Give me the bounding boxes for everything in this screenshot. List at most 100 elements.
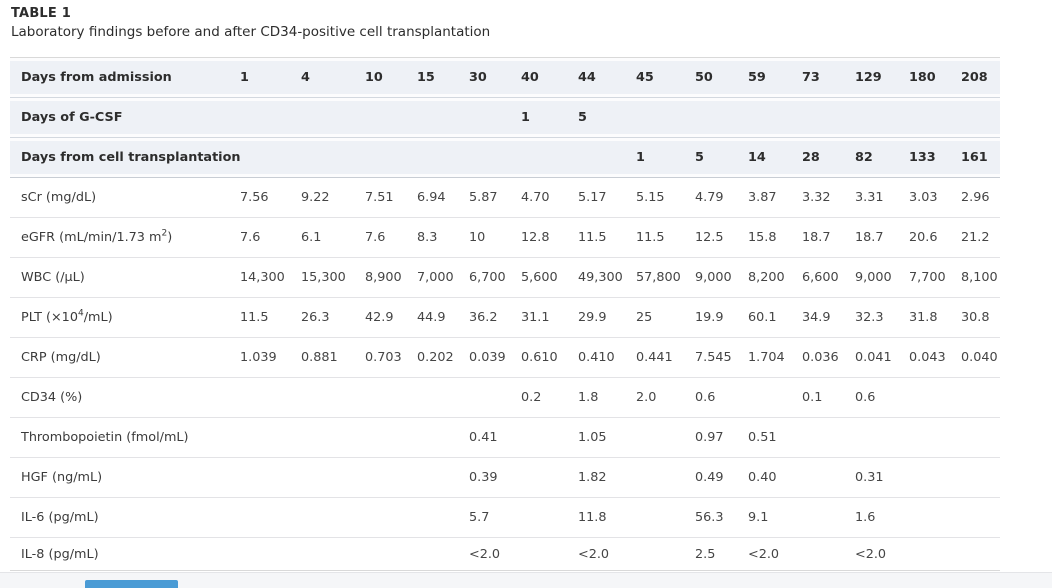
cell: [961, 537, 1000, 571]
row-label: CRP (mg/dL): [10, 337, 240, 378]
cell: [909, 377, 961, 418]
cell: 3.03: [909, 177, 961, 218]
cell: 42.9: [365, 297, 417, 338]
cell: 6.1: [301, 217, 365, 258]
cell: [748, 377, 802, 418]
cell: 56.3: [695, 497, 748, 538]
cell: 5,600: [521, 257, 578, 298]
cell: [909, 97, 961, 138]
cell: [961, 497, 1000, 538]
cell: 28: [802, 137, 855, 178]
cell: 0.703: [365, 337, 417, 378]
cell: 7.51: [365, 177, 417, 218]
cell: [909, 417, 961, 458]
cell: 1: [240, 57, 301, 98]
table-row: CRP (mg/dL) 1.039 0.881 0.703 0.202 0.039 0.61…: [10, 337, 1000, 378]
cell: 0.043: [909, 337, 961, 378]
cell: <2.0: [748, 537, 802, 571]
cell: [802, 537, 855, 571]
cell: 15.8: [748, 217, 802, 258]
cell: 5.17: [578, 177, 636, 218]
cell: 4: [301, 57, 365, 98]
cell: [417, 97, 469, 138]
cell: [469, 137, 521, 178]
cell: [695, 97, 748, 138]
row-label: IL-6 (pg/mL): [10, 497, 240, 538]
cell: 20.6: [909, 217, 961, 258]
cell: [365, 497, 417, 538]
cell: 36.2: [469, 297, 521, 338]
cell: [521, 137, 578, 178]
cell: [240, 417, 301, 458]
header-row: Days of G-CSF 1 5: [10, 97, 1000, 138]
cell: 40: [521, 57, 578, 98]
table-number-heading: TABLE 1: [11, 6, 71, 21]
cell: 7.6: [240, 217, 301, 258]
row-label: CD34 (%): [10, 377, 240, 418]
row-label: eGFR (mL/min/1.73 m2): [10, 217, 240, 258]
cell: [417, 537, 469, 571]
cell: 25: [636, 297, 695, 338]
cell: [961, 377, 1000, 418]
cell: 4.70: [521, 177, 578, 218]
table-row: PLT (×104/mL) 11.5 26.3 42.9 44.9 36.2 31.1 29.…: [10, 297, 1000, 338]
row-label: HGF (ng/mL): [10, 457, 240, 498]
cell: 82: [855, 137, 909, 178]
cell: [301, 377, 365, 418]
cell: [417, 457, 469, 498]
cell: 0.6: [695, 377, 748, 418]
cell: 208: [961, 57, 1000, 98]
table-row: Thrombopoietin (fmol/mL) 0.41 1.05 0.97 0.51: [10, 417, 1000, 458]
table-row: WBC (/µL) 14,300 15,300 8,900 7,000 6,700 5,60…: [10, 257, 1000, 298]
cell: 7.6: [365, 217, 417, 258]
cell: 15,300: [301, 257, 365, 298]
cell: 73: [802, 57, 855, 98]
cell: 2.0: [636, 377, 695, 418]
cell: 133: [909, 137, 961, 178]
cell: [961, 97, 1000, 138]
cut-off-blue-element[interactable]: [85, 580, 178, 588]
cell: 11.5: [578, 217, 636, 258]
cell: 1.6: [855, 497, 909, 538]
cell: <2.0: [578, 537, 636, 571]
cell: [301, 497, 365, 538]
cell: 26.3: [301, 297, 365, 338]
cell: [301, 417, 365, 458]
row-label: Thrombopoietin (fmol/mL): [10, 417, 240, 458]
cell: [961, 457, 1000, 498]
cell: 32.3: [855, 297, 909, 338]
cell: 11.5: [636, 217, 695, 258]
table-row: IL-6 (pg/mL) 5.7 11.8 56.3 9.1 1.6: [10, 497, 1000, 538]
cell: 5: [695, 137, 748, 178]
cell: 5.7: [469, 497, 521, 538]
table-row: sCr (mg/dL) 7.56 9.22 7.51 6.94 5.87 4.70 5.17 5…: [10, 177, 1000, 218]
cell: 12.8: [521, 217, 578, 258]
cell: 0.202: [417, 337, 469, 378]
cell: [240, 457, 301, 498]
lab-findings-table: Days from admission 1 4 10 15 30 40 44 45 50 59 73 1…: [10, 57, 1000, 571]
cell: 0.6: [855, 377, 909, 418]
cell: [365, 137, 417, 178]
cell: [521, 497, 578, 538]
cell: 31.8: [909, 297, 961, 338]
cell: 0.41: [469, 417, 521, 458]
cell: 60.1: [748, 297, 802, 338]
cell: 0.97: [695, 417, 748, 458]
cell: 50: [695, 57, 748, 98]
cell: 29.9: [578, 297, 636, 338]
cell: 0.036: [802, 337, 855, 378]
cell: 0.610: [521, 337, 578, 378]
cell: [365, 417, 417, 458]
cell: [417, 417, 469, 458]
cell: [365, 97, 417, 138]
row-label: PLT (×104/mL): [10, 297, 240, 338]
cell: 0.040: [961, 337, 1000, 378]
cell: 8,200: [748, 257, 802, 298]
cell: 1.82: [578, 457, 636, 498]
cell: 3.87: [748, 177, 802, 218]
cell: 8,100: [961, 257, 1000, 298]
cell: 0.441: [636, 337, 695, 378]
cell: 6.94: [417, 177, 469, 218]
cell: 34.9: [802, 297, 855, 338]
